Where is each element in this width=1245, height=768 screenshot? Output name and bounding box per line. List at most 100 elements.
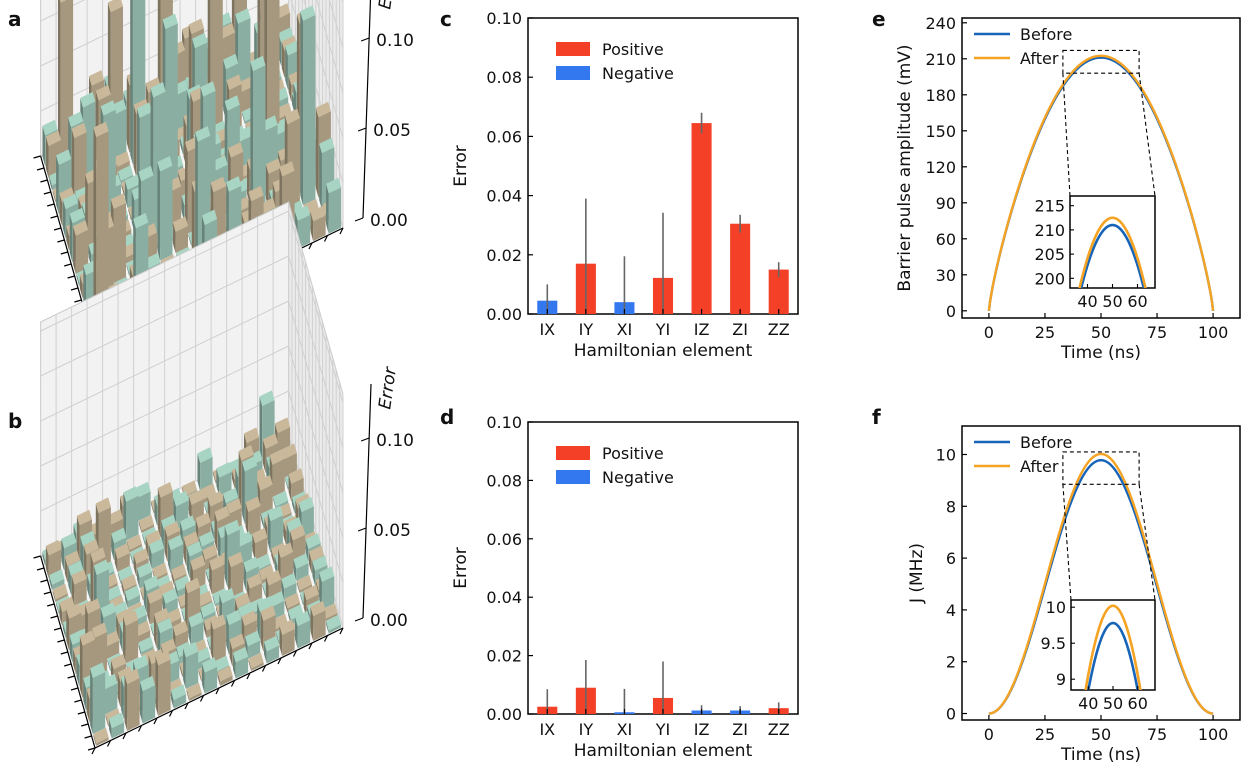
bar-top <box>135 620 151 637</box>
bar-top <box>281 573 297 589</box>
bar-front <box>253 65 266 216</box>
bar-front <box>125 619 139 664</box>
inset-y-tick-label: 210 <box>1034 221 1065 240</box>
bar-front <box>235 656 249 679</box>
bar-side <box>130 0 133 165</box>
bar-top <box>273 490 289 507</box>
bar-top <box>124 174 140 190</box>
x-tick <box>339 627 344 635</box>
bar-side <box>137 108 140 189</box>
legend-label-after: After <box>1020 49 1059 68</box>
bar-side <box>261 513 264 529</box>
bar-top <box>236 531 252 547</box>
bar-side <box>300 592 303 605</box>
bar-top <box>269 449 285 465</box>
bar-side <box>195 132 198 270</box>
bar-side <box>271 548 274 565</box>
x-tick <box>277 657 282 665</box>
bar-side <box>168 540 171 574</box>
bar-side <box>267 511 271 553</box>
bar-side <box>124 591 128 608</box>
bar-top <box>285 40 301 56</box>
bar-front <box>211 564 225 595</box>
bar-top <box>226 498 242 514</box>
bar-top <box>192 32 208 49</box>
bar-top <box>288 604 304 620</box>
grid-line <box>40 300 344 494</box>
bar-side <box>186 688 190 701</box>
bar-front <box>96 737 109 746</box>
bar-top <box>186 541 202 557</box>
bar-top <box>298 496 314 513</box>
bar-top <box>214 655 230 672</box>
bar-side <box>211 522 214 539</box>
bar-front <box>129 543 142 553</box>
zoom-connector <box>1062 73 1071 197</box>
bar-side <box>126 263 130 276</box>
bar-side <box>142 532 145 545</box>
bar-front <box>117 160 130 173</box>
y-tick-label: 4 <box>946 601 956 620</box>
x-tick-label: 0 <box>984 725 994 744</box>
bar-top <box>121 574 137 590</box>
y-tick <box>43 591 51 595</box>
bar-front <box>175 225 188 254</box>
x-tick <box>91 747 96 755</box>
x-tick <box>215 687 220 695</box>
bar-top <box>255 553 271 570</box>
bar-top <box>195 126 211 142</box>
inset-y-tick-label: 205 <box>1034 245 1065 264</box>
inset-series-line-before <box>1087 621 1139 690</box>
bar-side <box>121 580 125 596</box>
bar-top <box>305 533 321 549</box>
bar-top <box>180 515 196 531</box>
zoom-connector <box>1138 484 1156 601</box>
x-tick-label-XI: XI <box>617 320 633 339</box>
y-axis-label: J (MHz) <box>907 543 927 604</box>
x-axis-label: Hamiltonian element <box>574 741 753 761</box>
bar-top <box>295 610 311 627</box>
panel-label-e: e <box>872 7 886 31</box>
series-line-after <box>987 54 1215 311</box>
z-tick <box>360 37 370 42</box>
y-tick-label: 0.04 <box>486 187 522 206</box>
y-tick-label: 0.06 <box>486 530 522 549</box>
bar-top <box>138 636 154 653</box>
z-tick <box>357 527 367 532</box>
inset-y-tick-label: 9 <box>1056 670 1066 689</box>
y-tick-label: 6 <box>946 549 956 568</box>
bar-top <box>172 216 188 232</box>
bar-top <box>260 197 276 214</box>
bar-side <box>281 41 285 78</box>
bar-side <box>284 598 288 613</box>
bar-top <box>52 583 68 600</box>
bar-top <box>265 158 281 174</box>
bar-top <box>161 514 177 531</box>
bar-top <box>95 84 111 101</box>
bar-side <box>69 635 73 662</box>
bar-top <box>110 193 126 209</box>
bar-top <box>288 468 304 484</box>
bar-front <box>299 584 312 593</box>
y-tick-label: 0.00 <box>486 305 522 324</box>
bar-top <box>73 220 89 236</box>
bar-top <box>154 607 170 624</box>
bar-side <box>213 471 216 484</box>
x-tick <box>122 732 127 740</box>
bar-top <box>100 602 116 618</box>
x-tick-label: 100 <box>1198 725 1229 744</box>
bar-top <box>174 575 190 591</box>
bar-front <box>255 537 268 560</box>
bar-side <box>212 594 216 607</box>
bar-top <box>238 602 254 618</box>
x-tick <box>184 702 189 710</box>
bar-top <box>167 678 183 694</box>
bar-front <box>248 506 261 536</box>
chart-e-line: 0 25 50 75 100 0 30 60 90 120 150 180 210 240 Time (ns… <box>895 14 1241 363</box>
bar-side <box>111 533 114 560</box>
y-tick <box>74 699 82 703</box>
bar-front <box>151 548 165 569</box>
y-tick <box>77 711 85 715</box>
y-tick <box>64 663 72 667</box>
bar-side <box>181 195 185 222</box>
